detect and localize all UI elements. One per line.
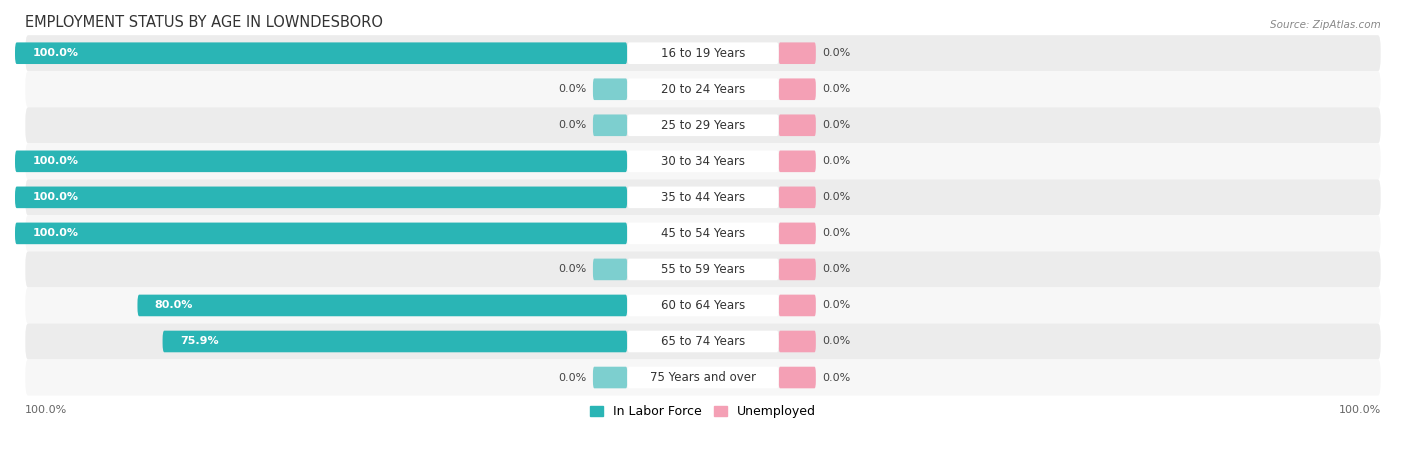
FancyBboxPatch shape xyxy=(25,360,1381,396)
Text: 100.0%: 100.0% xyxy=(32,192,79,202)
FancyBboxPatch shape xyxy=(627,295,779,316)
Text: 0.0%: 0.0% xyxy=(823,229,851,238)
FancyBboxPatch shape xyxy=(779,78,815,100)
Text: 60 to 64 Years: 60 to 64 Years xyxy=(661,299,745,312)
FancyBboxPatch shape xyxy=(593,78,627,100)
FancyBboxPatch shape xyxy=(779,150,815,172)
Text: EMPLOYMENT STATUS BY AGE IN LOWNDESBORO: EMPLOYMENT STATUS BY AGE IN LOWNDESBORO xyxy=(25,15,384,30)
FancyBboxPatch shape xyxy=(779,114,815,136)
FancyBboxPatch shape xyxy=(25,180,1381,216)
FancyBboxPatch shape xyxy=(627,187,779,208)
Text: 0.0%: 0.0% xyxy=(823,120,851,130)
Text: 100.0%: 100.0% xyxy=(32,229,79,238)
FancyBboxPatch shape xyxy=(25,252,1381,288)
FancyBboxPatch shape xyxy=(627,150,779,172)
Text: Source: ZipAtlas.com: Source: ZipAtlas.com xyxy=(1270,20,1381,30)
FancyBboxPatch shape xyxy=(627,42,779,64)
Text: 0.0%: 0.0% xyxy=(823,192,851,202)
Text: 75 Years and over: 75 Years and over xyxy=(650,371,756,384)
FancyBboxPatch shape xyxy=(25,143,1381,180)
FancyBboxPatch shape xyxy=(25,324,1381,360)
FancyBboxPatch shape xyxy=(25,107,1381,143)
Text: 55 to 59 Years: 55 to 59 Years xyxy=(661,263,745,276)
Text: 100.0%: 100.0% xyxy=(32,48,79,58)
FancyBboxPatch shape xyxy=(593,114,627,136)
FancyBboxPatch shape xyxy=(779,187,815,208)
FancyBboxPatch shape xyxy=(627,367,779,388)
FancyBboxPatch shape xyxy=(593,367,627,388)
Text: 0.0%: 0.0% xyxy=(823,84,851,94)
FancyBboxPatch shape xyxy=(779,367,815,388)
Text: 0.0%: 0.0% xyxy=(823,373,851,382)
Text: 0.0%: 0.0% xyxy=(823,156,851,166)
FancyBboxPatch shape xyxy=(25,35,1381,71)
FancyBboxPatch shape xyxy=(15,42,627,64)
Text: 25 to 29 Years: 25 to 29 Years xyxy=(661,119,745,132)
Text: 0.0%: 0.0% xyxy=(823,265,851,274)
Text: 75.9%: 75.9% xyxy=(180,337,218,347)
Text: 0.0%: 0.0% xyxy=(558,265,586,274)
FancyBboxPatch shape xyxy=(627,78,779,100)
FancyBboxPatch shape xyxy=(25,288,1381,324)
FancyBboxPatch shape xyxy=(779,223,815,244)
Text: 30 to 34 Years: 30 to 34 Years xyxy=(661,155,745,168)
Text: 0.0%: 0.0% xyxy=(558,373,586,382)
FancyBboxPatch shape xyxy=(138,295,627,316)
Text: 100.0%: 100.0% xyxy=(32,156,79,166)
FancyBboxPatch shape xyxy=(627,259,779,280)
Text: 35 to 44 Years: 35 to 44 Years xyxy=(661,191,745,204)
Text: 65 to 74 Years: 65 to 74 Years xyxy=(661,335,745,348)
Text: 0.0%: 0.0% xyxy=(823,337,851,347)
FancyBboxPatch shape xyxy=(627,223,779,244)
Text: 100.0%: 100.0% xyxy=(25,405,67,414)
FancyBboxPatch shape xyxy=(779,295,815,316)
FancyBboxPatch shape xyxy=(779,42,815,64)
FancyBboxPatch shape xyxy=(627,114,779,136)
FancyBboxPatch shape xyxy=(593,259,627,280)
Text: 100.0%: 100.0% xyxy=(1339,405,1381,414)
Text: 45 to 54 Years: 45 to 54 Years xyxy=(661,227,745,240)
FancyBboxPatch shape xyxy=(15,223,627,244)
Legend: In Labor Force, Unemployed: In Labor Force, Unemployed xyxy=(591,405,815,418)
Text: 80.0%: 80.0% xyxy=(155,301,193,310)
FancyBboxPatch shape xyxy=(779,331,815,352)
FancyBboxPatch shape xyxy=(163,331,627,352)
FancyBboxPatch shape xyxy=(627,331,779,352)
Text: 0.0%: 0.0% xyxy=(558,120,586,130)
Text: 0.0%: 0.0% xyxy=(823,48,851,58)
Text: 20 to 24 Years: 20 to 24 Years xyxy=(661,83,745,96)
FancyBboxPatch shape xyxy=(779,259,815,280)
FancyBboxPatch shape xyxy=(15,187,627,208)
Text: 0.0%: 0.0% xyxy=(823,301,851,310)
Text: 16 to 19 Years: 16 to 19 Years xyxy=(661,47,745,60)
Text: 0.0%: 0.0% xyxy=(558,84,586,94)
FancyBboxPatch shape xyxy=(25,216,1381,252)
FancyBboxPatch shape xyxy=(15,150,627,172)
FancyBboxPatch shape xyxy=(25,71,1381,107)
